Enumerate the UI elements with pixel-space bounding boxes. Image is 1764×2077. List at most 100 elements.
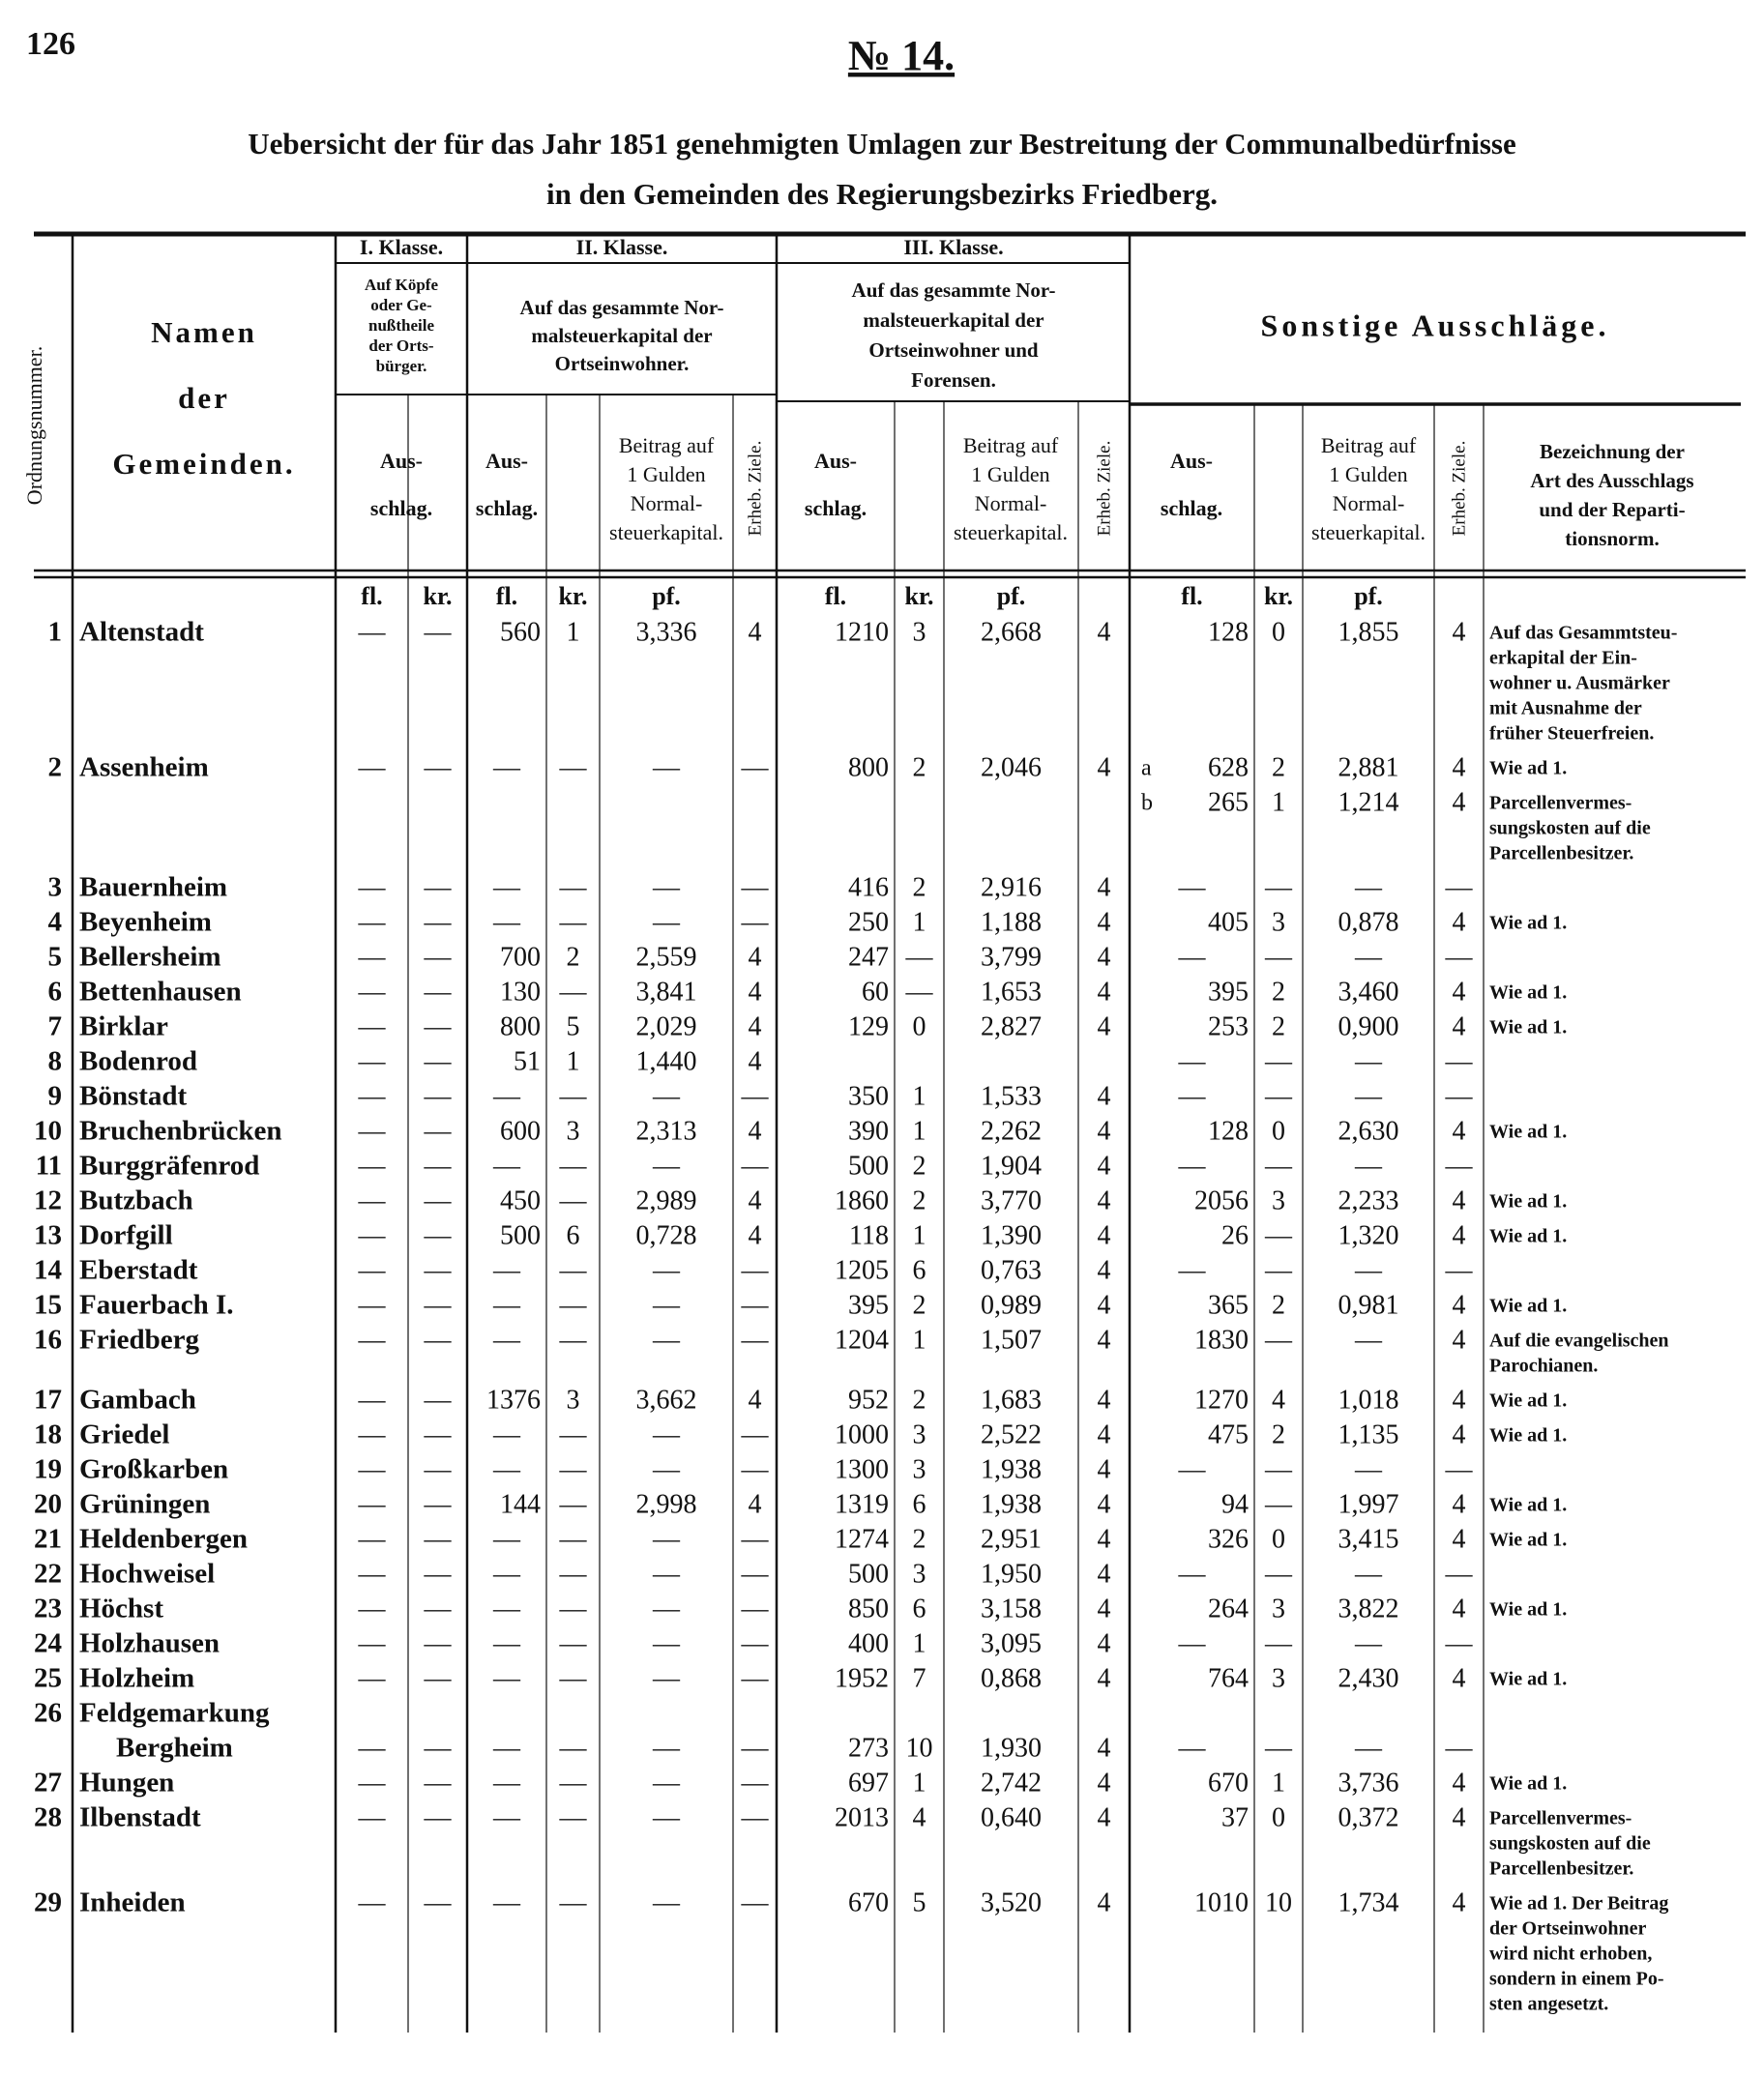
- title-line: in den Gemeinden des Regierungsbezirks F…: [546, 177, 1218, 211]
- cell-value: —: [492, 1290, 521, 1320]
- cell-value: —: [424, 1733, 453, 1763]
- names-header: der: [178, 381, 230, 415]
- cell-value: 0,878: [1338, 907, 1399, 937]
- cell-value: —: [358, 1887, 387, 1917]
- cell-value: 1,135: [1338, 1419, 1399, 1449]
- cell-value: 1300: [835, 1454, 889, 1484]
- cell-value: —: [424, 1768, 453, 1798]
- unit-label: kr.: [558, 582, 587, 610]
- cell-value: 51: [514, 1046, 541, 1076]
- cell-value: 4: [1098, 1733, 1111, 1763]
- cell-value: —: [559, 1663, 588, 1693]
- cell-value: 1,997: [1338, 1489, 1399, 1519]
- cell-value: —: [1264, 1151, 1293, 1181]
- cell-value: 2: [913, 1185, 926, 1215]
- document-number: № 14.: [848, 32, 955, 79]
- municipality-name: Assenheim: [79, 752, 209, 783]
- note-line: Wie ad 1.: [1489, 1017, 1567, 1038]
- cell-value: 4: [1453, 1011, 1466, 1041]
- cell-value: —: [652, 1290, 681, 1320]
- row-number: 23: [34, 1594, 62, 1624]
- cell-value: 1205: [835, 1255, 889, 1285]
- cell-value: 4: [749, 1385, 762, 1415]
- cell-value: —: [741, 1151, 770, 1181]
- cell-value: 4: [1453, 977, 1466, 1007]
- cell-value: 3: [913, 1559, 926, 1589]
- class-basis: nußtheile: [368, 316, 434, 335]
- cell-value: —: [652, 1768, 681, 1798]
- cell-value: 628: [1208, 752, 1249, 782]
- cell-value: —: [424, 1081, 453, 1111]
- cell-value: —: [424, 1489, 453, 1519]
- cell-value: —: [424, 1887, 453, 1917]
- cell-value: —: [492, 1151, 521, 1181]
- municipality-name: Eberstadt: [79, 1255, 198, 1286]
- cell-value: —: [492, 1524, 521, 1554]
- page-number: 126: [26, 26, 75, 62]
- unit-label: pf.: [997, 582, 1026, 610]
- row-number: 24: [34, 1628, 62, 1659]
- cell-value: 1319: [835, 1489, 889, 1519]
- cell-value: 2013: [835, 1802, 889, 1832]
- cell-value: 2: [1272, 752, 1285, 782]
- cell-value: 2,233: [1338, 1185, 1399, 1215]
- cell-value: —: [559, 1185, 588, 1215]
- cell-value: —: [358, 1663, 387, 1693]
- cell-value: —: [358, 1011, 387, 1041]
- cell-value: 1,533: [981, 1081, 1042, 1111]
- cell-value: 395: [848, 1290, 889, 1320]
- cell-value: 4: [1098, 1419, 1111, 1449]
- cell-value: 1,018: [1338, 1385, 1399, 1415]
- note-line: Auf die evangelischen: [1489, 1331, 1669, 1352]
- unit-label: pf.: [1354, 582, 1383, 610]
- cell-value: 4: [1453, 907, 1466, 937]
- cell-value: —: [1178, 1628, 1207, 1658]
- cell-value: 2,029: [636, 1011, 697, 1041]
- cell-value: —: [424, 617, 453, 647]
- cell-value: —: [492, 1733, 521, 1763]
- cell-value: —: [1354, 1325, 1383, 1355]
- cell-value: —: [652, 1419, 681, 1449]
- column-header: Aus-: [1170, 449, 1213, 473]
- cell-value: —: [1445, 1454, 1474, 1484]
- row-number: 18: [34, 1419, 62, 1450]
- cell-value: 2,827: [981, 1011, 1042, 1041]
- class-basis: Auf das gesammte Nor-: [520, 296, 724, 319]
- cell-value: 3: [913, 617, 926, 647]
- cell-value: —: [652, 907, 681, 937]
- cell-value: —: [741, 1768, 770, 1798]
- row-number: 12: [34, 1185, 62, 1216]
- unit-label: fl.: [1181, 582, 1202, 610]
- cell-value: —: [741, 1733, 770, 1763]
- cell-value: —: [358, 907, 387, 937]
- cell-value: 264: [1208, 1594, 1249, 1624]
- column-header: 1 Gulden: [627, 462, 705, 486]
- cell-value: —: [358, 1628, 387, 1658]
- cell-value: —: [424, 1559, 453, 1589]
- cell-value: 1: [1272, 1768, 1285, 1798]
- cell-value: —: [358, 977, 387, 1007]
- cell-value: —: [492, 1325, 521, 1355]
- municipality-name: Bergheim: [116, 1733, 233, 1764]
- cell-value: —: [1354, 1559, 1383, 1589]
- cell-value: 1,950: [981, 1559, 1042, 1589]
- cell-value: 697: [848, 1768, 889, 1798]
- cell-value: —: [358, 1594, 387, 1624]
- cell-value: —: [741, 1081, 770, 1111]
- municipality-name: Griedel: [79, 1419, 169, 1450]
- cell-value: 10: [1265, 1887, 1292, 1917]
- cell-value: 1: [913, 907, 926, 937]
- note-line: Parcellenvermes-: [1489, 1808, 1632, 1829]
- cell-value: —: [424, 1594, 453, 1624]
- cell-value: 350: [848, 1081, 889, 1111]
- cell-value: 4: [1098, 1887, 1111, 1917]
- cell-value: —: [358, 1768, 387, 1798]
- cell-value: 6: [913, 1594, 926, 1624]
- cell-value: 273: [848, 1733, 889, 1763]
- cell-value: —: [905, 942, 934, 972]
- cell-value: 4: [1098, 752, 1111, 782]
- cell-value: —: [424, 752, 453, 782]
- cell-value: 130: [500, 977, 541, 1007]
- cell-value: —: [1178, 1454, 1207, 1484]
- cell-value: —: [652, 1454, 681, 1484]
